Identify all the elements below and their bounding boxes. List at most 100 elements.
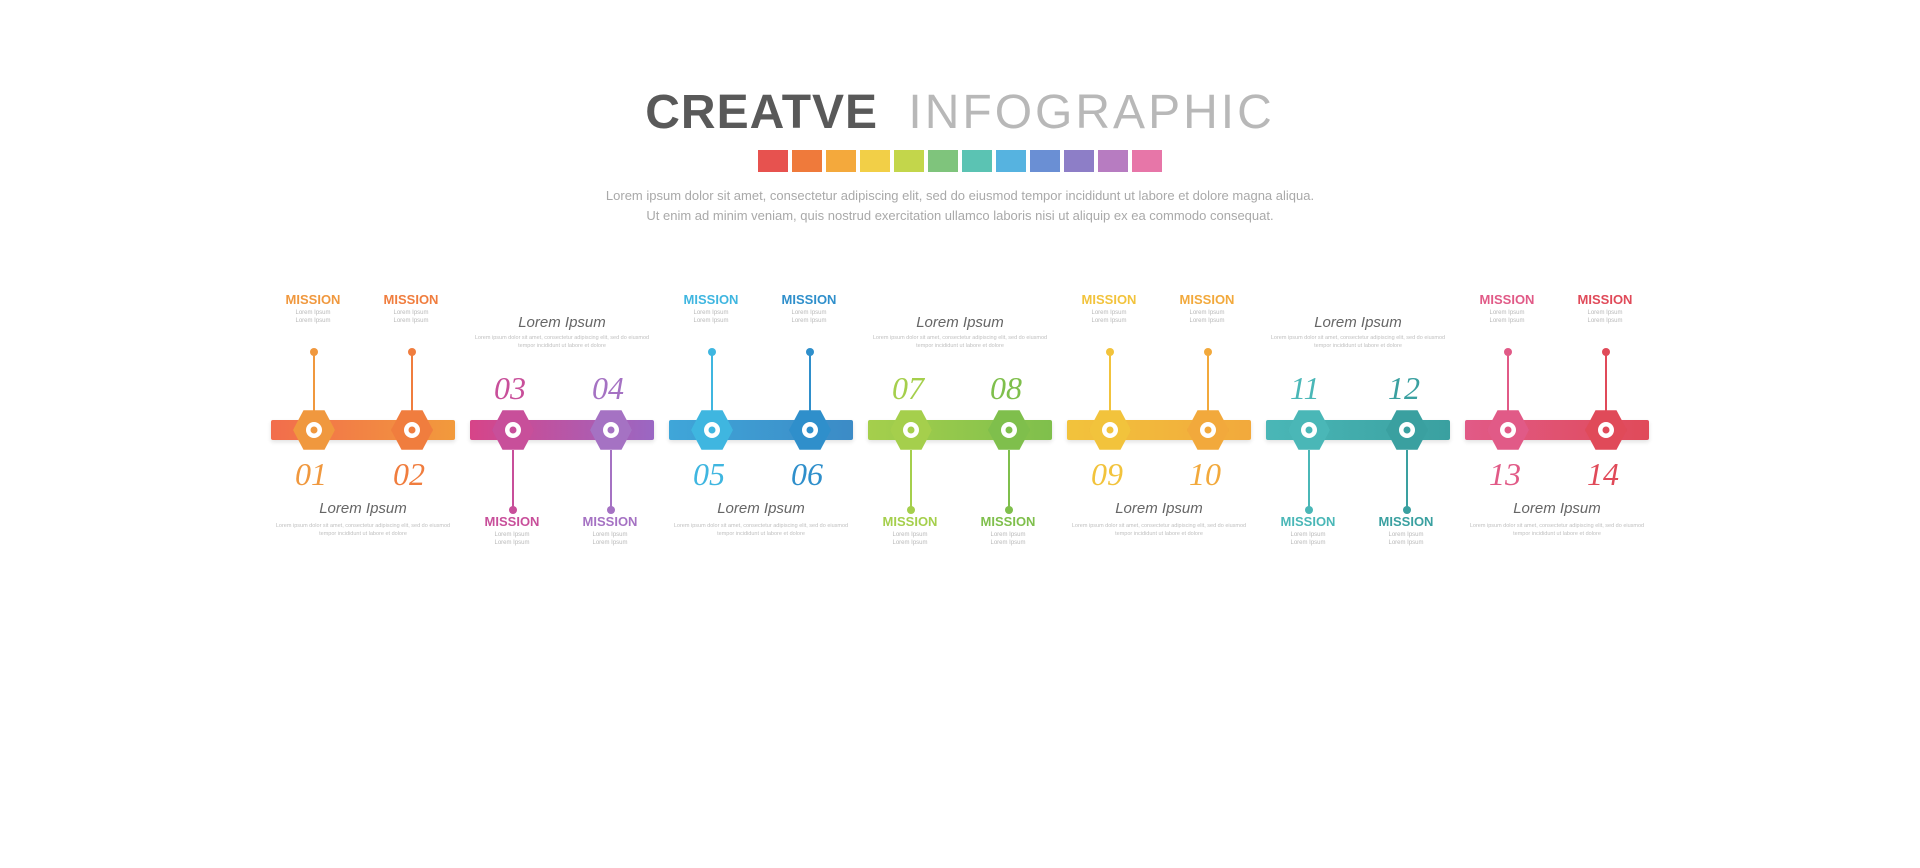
- stem-dot: [708, 348, 716, 356]
- mission-block: MISSION Lorem IpsumLorem Ipsum: [570, 514, 650, 548]
- mission-block: MISSIONLorem IpsumLorem Ipsum: [1366, 514, 1446, 548]
- title-light: INFOGRAPHIC: [908, 86, 1274, 139]
- mission-label: MISSION: [870, 514, 950, 529]
- hex-marker: [1585, 409, 1627, 451]
- mission-sub: Lorem IpsumLorem Ipsum: [1268, 531, 1348, 548]
- timeline-panel: MISSION Lorem IpsumLorem Ipsum 09 MISSION Lo…: [1067, 292, 1251, 572]
- mission-block: MISSIONLorem IpsumLorem Ipsum: [968, 514, 1048, 548]
- timeline-panel: MISSIONLorem IpsumLorem Ipsum11MISSIONLo…: [1266, 292, 1450, 572]
- mission-label: MISSION: [769, 292, 849, 307]
- mission-label: MISSION: [1167, 292, 1247, 307]
- mission-block: MISSION Lorem IpsumLorem Ipsum: [1467, 292, 1547, 326]
- hex-marker: [890, 409, 932, 451]
- mission-block: MISSION Lorem IpsumLorem Ipsum: [1268, 514, 1348, 548]
- panel-caption: Lorem Ipsum: [1266, 314, 1450, 331]
- stem: [313, 352, 315, 412]
- swatch: [792, 150, 822, 172]
- stem-dot: [607, 506, 615, 514]
- step-number: 09: [1091, 456, 1123, 493]
- mission-block: MISSION Lorem IpsumLorem Ipsum: [1069, 292, 1149, 326]
- mission-label: MISSION: [1069, 292, 1149, 307]
- mission-sub: Lorem IpsumLorem Ipsum: [1069, 309, 1149, 326]
- stem: [809, 352, 811, 412]
- mission-block: MISSION Lorem IpsumLorem Ipsum: [1565, 292, 1645, 326]
- mission-sub: Lorem IpsumLorem Ipsum: [870, 531, 950, 548]
- mission-label: MISSION: [671, 292, 751, 307]
- swatch: [826, 150, 856, 172]
- hex-marker: [391, 409, 433, 451]
- step-number: 05: [693, 456, 725, 493]
- timeline-panel: MISSIONLorem IpsumLorem Ipsum 05 MISSION Lo…: [669, 292, 853, 572]
- panel-caption: Lorem Ipsum: [271, 500, 455, 517]
- mission-label: MISSION: [1565, 292, 1645, 307]
- mission-label: MISSION: [570, 514, 650, 529]
- step-number: 03: [494, 370, 526, 407]
- mission-sub: Lorem IpsumLorem Ipsum: [472, 531, 552, 548]
- mission-sub: Lorem IpsumLorem Ipsum: [371, 309, 451, 326]
- stem-dot: [1005, 506, 1013, 514]
- stem: [1406, 450, 1408, 510]
- swatch: [996, 150, 1026, 172]
- stem: [1109, 352, 1111, 412]
- stem: [910, 450, 912, 510]
- stem-dot: [1305, 506, 1313, 514]
- mission-label: MISSION: [371, 292, 451, 307]
- header: CREATVE INFOGRAPHIC Lorem ipsum dolor si…: [0, 85, 1920, 226]
- step-number: 07: [892, 370, 924, 407]
- stem: [1008, 450, 1010, 510]
- swatch: [1132, 150, 1162, 172]
- stem-dot: [310, 348, 318, 356]
- timeline-panel: MISSION Lorem IpsumLorem Ipsum 13 MISSION Lo…: [1465, 292, 1649, 572]
- panel-caption: Lorem Ipsum: [470, 314, 654, 331]
- step-number: 11: [1290, 370, 1320, 407]
- stem: [711, 352, 713, 412]
- timeline-panel: MISSIONLorem IpsumLorem Ipsum07MISSIONLo…: [868, 292, 1052, 572]
- stem-dot: [806, 348, 814, 356]
- desc-line-2: Ut enim ad minim veniam, quis nostrud ex…: [0, 206, 1920, 226]
- stem: [610, 450, 612, 510]
- mission-label: MISSION: [273, 292, 353, 307]
- hex-marker: [1487, 409, 1529, 451]
- panel-finetext: Lorem ipsum dolor sit amet, consectetur …: [271, 522, 455, 539]
- panel-caption: Lorem Ipsum: [868, 314, 1052, 331]
- panel-finetext: Lorem ipsum dolor sit amet, consectetur …: [669, 522, 853, 539]
- desc-line-1: Lorem ipsum dolor sit amet, consectetur …: [0, 186, 1920, 206]
- stem: [411, 352, 413, 412]
- stem: [1605, 352, 1607, 412]
- hex-marker: [590, 409, 632, 451]
- title-bold: CREATVE: [645, 86, 878, 139]
- panel-caption: Lorem Ipsum: [669, 500, 853, 517]
- swatch: [1030, 150, 1060, 172]
- mission-block: MISSIONLorem IpsumLorem Ipsum: [671, 292, 751, 326]
- panel-finetext: Lorem ipsum dolor sit amet, consectetur …: [1067, 522, 1251, 539]
- timeline-panel: MISSIONLorem IpsumLorem Ipsum01MISSIONLo…: [271, 292, 455, 572]
- mission-sub: Lorem IpsumLorem Ipsum: [1565, 309, 1645, 326]
- step-number: 10: [1189, 456, 1221, 493]
- mission-sub: Lorem IpsumLorem Ipsum: [1366, 531, 1446, 548]
- hex-marker: [988, 409, 1030, 451]
- mission-label: MISSION: [968, 514, 1048, 529]
- step-number: 04: [592, 370, 624, 407]
- panel-finetext: Lorem ipsum dolor sit amet, consectetur …: [1465, 522, 1649, 539]
- hex-marker: [691, 409, 733, 451]
- page-title: CREATVE INFOGRAPHIC: [0, 85, 1920, 140]
- stem: [1207, 352, 1209, 412]
- mission-block: MISSIONLorem IpsumLorem Ipsum: [1167, 292, 1247, 326]
- swatch: [758, 150, 788, 172]
- stem-dot: [1106, 348, 1114, 356]
- mission-block: MISSIONLorem IpsumLorem Ipsum: [472, 514, 552, 548]
- mission-label: MISSION: [1268, 514, 1348, 529]
- mission-label: MISSION: [1467, 292, 1547, 307]
- mission-sub: Lorem IpsumLorem Ipsum: [1467, 309, 1547, 326]
- swatch: [962, 150, 992, 172]
- hex-marker: [1089, 409, 1131, 451]
- panel-finetext: Lorem ipsum dolor sit amet, consectetur …: [868, 334, 1052, 351]
- stem-dot: [1504, 348, 1512, 356]
- stem: [1308, 450, 1310, 510]
- mission-sub: Lorem IpsumLorem Ipsum: [570, 531, 650, 548]
- swatch: [1064, 150, 1094, 172]
- hex-marker: [1288, 409, 1330, 451]
- mission-block: MISSIONLorem IpsumLorem Ipsum: [273, 292, 353, 326]
- step-number: 01: [295, 456, 327, 493]
- step-number: 13: [1489, 456, 1521, 493]
